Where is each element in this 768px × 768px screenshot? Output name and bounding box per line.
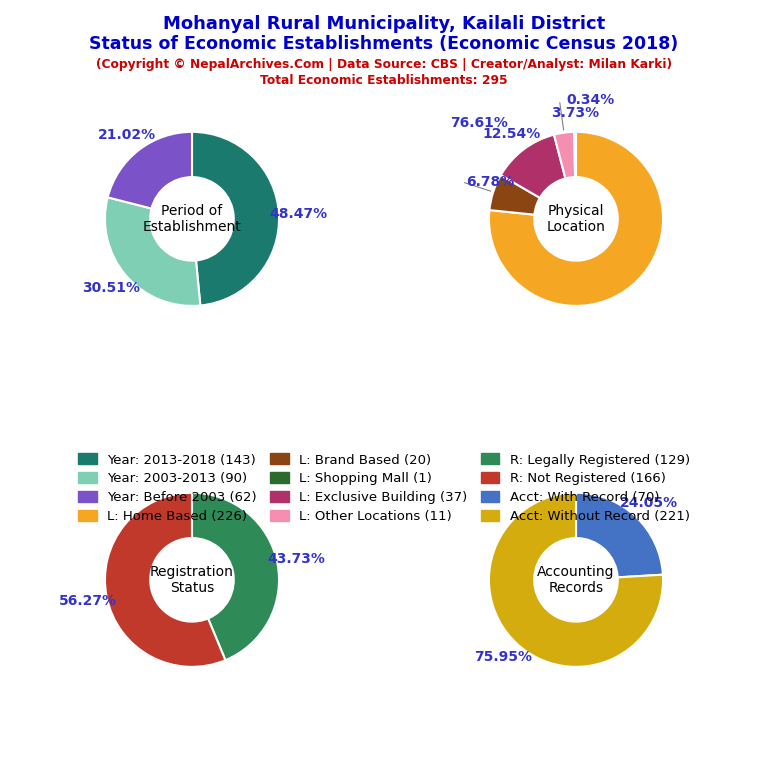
Text: Physical
Location: Physical Location — [547, 204, 605, 234]
Wedge shape — [554, 132, 575, 178]
Text: 3.73%: 3.73% — [551, 106, 599, 120]
Wedge shape — [105, 197, 200, 306]
Text: 30.51%: 30.51% — [82, 281, 141, 295]
Text: Registration
Status: Registration Status — [150, 564, 234, 595]
Text: Status of Economic Establishments (Economic Census 2018): Status of Economic Establishments (Econo… — [89, 35, 679, 52]
Wedge shape — [108, 132, 192, 209]
Text: 56.27%: 56.27% — [59, 594, 117, 607]
Text: 6.78%: 6.78% — [466, 175, 515, 189]
Text: 24.05%: 24.05% — [620, 495, 678, 509]
Text: Mohanyal Rural Municipality, Kailali District: Mohanyal Rural Municipality, Kailali Dis… — [163, 15, 605, 33]
Legend: Year: 2013-2018 (143), Year: 2003-2013 (90), Year: Before 2003 (62), L: Home Bas: Year: 2013-2018 (143), Year: 2003-2013 (… — [73, 449, 695, 528]
Wedge shape — [489, 132, 663, 306]
Text: 0.34%: 0.34% — [566, 93, 614, 107]
Text: 75.95%: 75.95% — [474, 650, 532, 664]
Wedge shape — [501, 134, 565, 198]
Wedge shape — [576, 493, 663, 578]
Text: (Copyright © NepalArchives.Com | Data Source: CBS | Creator/Analyst: Milan Karki: (Copyright © NepalArchives.Com | Data So… — [96, 58, 672, 71]
Wedge shape — [192, 493, 279, 660]
Wedge shape — [105, 493, 226, 667]
Wedge shape — [489, 493, 663, 667]
Text: Total Economic Establishments: 295: Total Economic Establishments: 295 — [260, 74, 508, 87]
Text: 21.02%: 21.02% — [98, 128, 156, 142]
Text: Accounting
Records: Accounting Records — [538, 564, 614, 595]
Wedge shape — [192, 132, 279, 306]
Text: 43.73%: 43.73% — [267, 552, 325, 566]
Wedge shape — [489, 175, 540, 215]
Text: 76.61%: 76.61% — [450, 116, 508, 130]
Text: Period of
Establishment: Period of Establishment — [143, 204, 241, 234]
Wedge shape — [574, 132, 576, 177]
Text: 48.47%: 48.47% — [269, 207, 327, 220]
Text: 12.54%: 12.54% — [482, 127, 541, 141]
